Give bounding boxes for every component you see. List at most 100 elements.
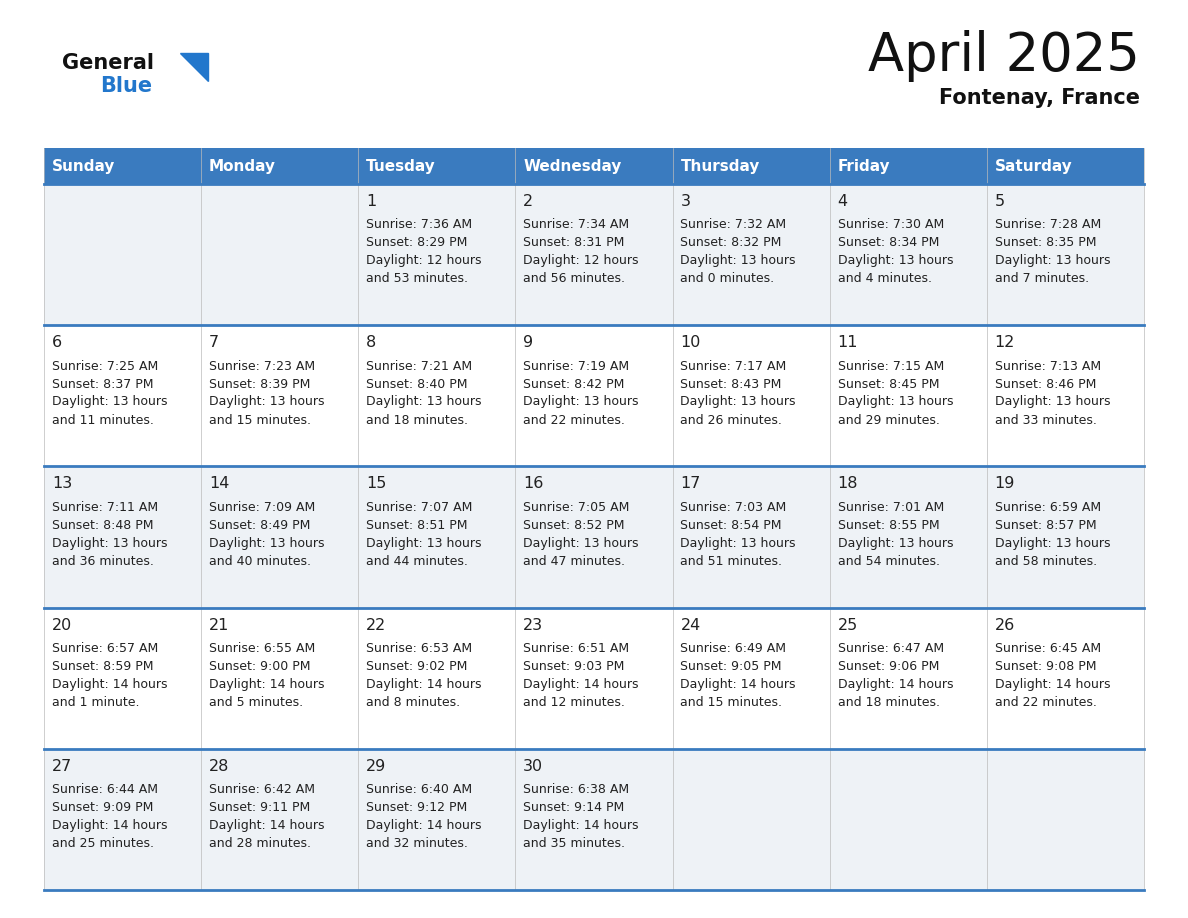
Text: and 8 minutes.: and 8 minutes. bbox=[366, 696, 460, 709]
Text: 2: 2 bbox=[523, 194, 533, 209]
Text: and 22 minutes.: and 22 minutes. bbox=[994, 696, 1097, 709]
Text: Daylight: 13 hours: Daylight: 13 hours bbox=[994, 396, 1111, 409]
Text: Daylight: 13 hours: Daylight: 13 hours bbox=[838, 396, 953, 409]
Text: and 36 minutes.: and 36 minutes. bbox=[52, 554, 153, 567]
Text: and 22 minutes.: and 22 minutes. bbox=[523, 413, 625, 427]
Text: Sunrise: 7:15 AM: Sunrise: 7:15 AM bbox=[838, 360, 943, 373]
Text: Daylight: 13 hours: Daylight: 13 hours bbox=[366, 396, 481, 409]
Text: Friday: Friday bbox=[838, 159, 890, 174]
Polygon shape bbox=[181, 53, 208, 81]
Bar bbox=[829, 184, 987, 325]
Text: Daylight: 13 hours: Daylight: 13 hours bbox=[994, 254, 1111, 267]
Text: Sunset: 8:54 PM: Sunset: 8:54 PM bbox=[681, 519, 782, 532]
Bar bbox=[359, 608, 516, 749]
Text: Sunrise: 7:01 AM: Sunrise: 7:01 AM bbox=[838, 500, 943, 514]
Text: 21: 21 bbox=[209, 618, 229, 633]
Text: Sunset: 8:57 PM: Sunset: 8:57 PM bbox=[994, 519, 1097, 532]
Text: Sunset: 8:46 PM: Sunset: 8:46 PM bbox=[994, 377, 1097, 390]
Text: Sunset: 8:49 PM: Sunset: 8:49 PM bbox=[209, 519, 310, 532]
Text: and 18 minutes.: and 18 minutes. bbox=[366, 413, 468, 427]
Bar bbox=[201, 325, 359, 466]
Bar bbox=[44, 749, 201, 890]
Bar bbox=[201, 608, 359, 749]
Bar bbox=[516, 749, 672, 890]
Text: Sunset: 8:35 PM: Sunset: 8:35 PM bbox=[994, 236, 1097, 250]
Bar bbox=[359, 749, 516, 890]
Text: 8: 8 bbox=[366, 335, 377, 350]
Bar bbox=[516, 325, 672, 466]
Text: Sunset: 9:12 PM: Sunset: 9:12 PM bbox=[366, 801, 467, 814]
Text: and 1 minute.: and 1 minute. bbox=[52, 696, 139, 709]
Text: April 2025: April 2025 bbox=[868, 30, 1140, 82]
Text: Sunrise: 7:03 AM: Sunrise: 7:03 AM bbox=[681, 500, 786, 514]
Bar bbox=[672, 749, 829, 890]
Text: Daylight: 13 hours: Daylight: 13 hours bbox=[366, 537, 481, 550]
Text: and 26 minutes.: and 26 minutes. bbox=[681, 413, 783, 427]
Text: Sunset: 8:34 PM: Sunset: 8:34 PM bbox=[838, 236, 939, 250]
Bar bbox=[672, 325, 829, 466]
Text: Sunrise: 6:55 AM: Sunrise: 6:55 AM bbox=[209, 642, 315, 655]
Text: Daylight: 14 hours: Daylight: 14 hours bbox=[523, 677, 639, 691]
Bar bbox=[201, 466, 359, 608]
Text: Sunset: 8:31 PM: Sunset: 8:31 PM bbox=[523, 236, 625, 250]
Bar bbox=[829, 148, 987, 184]
Bar bbox=[672, 148, 829, 184]
Text: and 32 minutes.: and 32 minutes. bbox=[366, 837, 468, 850]
Text: Blue: Blue bbox=[100, 76, 152, 96]
Text: and 29 minutes.: and 29 minutes. bbox=[838, 413, 940, 427]
Text: Daylight: 12 hours: Daylight: 12 hours bbox=[366, 254, 481, 267]
Text: Sunset: 8:42 PM: Sunset: 8:42 PM bbox=[523, 377, 625, 390]
Text: Daylight: 14 hours: Daylight: 14 hours bbox=[366, 677, 481, 691]
Text: Monday: Monday bbox=[209, 159, 276, 174]
Text: 18: 18 bbox=[838, 476, 858, 491]
Text: Sunrise: 6:45 AM: Sunrise: 6:45 AM bbox=[994, 642, 1101, 655]
Text: Sunrise: 6:57 AM: Sunrise: 6:57 AM bbox=[52, 642, 158, 655]
Text: 15: 15 bbox=[366, 476, 386, 491]
Text: 24: 24 bbox=[681, 618, 701, 633]
Text: Sunrise: 7:05 AM: Sunrise: 7:05 AM bbox=[523, 500, 630, 514]
Text: Daylight: 13 hours: Daylight: 13 hours bbox=[209, 537, 324, 550]
Bar bbox=[359, 466, 516, 608]
Text: Sunrise: 7:13 AM: Sunrise: 7:13 AM bbox=[994, 360, 1101, 373]
Text: 27: 27 bbox=[52, 759, 72, 774]
Text: 30: 30 bbox=[523, 759, 543, 774]
Bar bbox=[829, 608, 987, 749]
Text: 29: 29 bbox=[366, 759, 386, 774]
Text: and 5 minutes.: and 5 minutes. bbox=[209, 696, 303, 709]
Text: and 53 minutes.: and 53 minutes. bbox=[366, 273, 468, 285]
Text: Sunrise: 6:51 AM: Sunrise: 6:51 AM bbox=[523, 642, 630, 655]
Text: Daylight: 13 hours: Daylight: 13 hours bbox=[681, 537, 796, 550]
Text: Sunset: 9:09 PM: Sunset: 9:09 PM bbox=[52, 801, 153, 814]
Text: and 28 minutes.: and 28 minutes. bbox=[209, 837, 311, 850]
Text: Daylight: 14 hours: Daylight: 14 hours bbox=[52, 819, 168, 832]
Text: Daylight: 12 hours: Daylight: 12 hours bbox=[523, 254, 639, 267]
Text: Sunday: Sunday bbox=[52, 159, 115, 174]
Text: Sunset: 8:40 PM: Sunset: 8:40 PM bbox=[366, 377, 468, 390]
Text: Daylight: 13 hours: Daylight: 13 hours bbox=[681, 396, 796, 409]
Bar bbox=[44, 148, 201, 184]
Text: and 58 minutes.: and 58 minutes. bbox=[994, 554, 1097, 567]
Text: Sunrise: 7:28 AM: Sunrise: 7:28 AM bbox=[994, 218, 1101, 231]
Text: and 15 minutes.: and 15 minutes. bbox=[209, 413, 311, 427]
Text: Sunrise: 7:17 AM: Sunrise: 7:17 AM bbox=[681, 360, 786, 373]
Bar bbox=[44, 608, 201, 749]
Text: Daylight: 13 hours: Daylight: 13 hours bbox=[994, 537, 1111, 550]
Text: Sunrise: 7:32 AM: Sunrise: 7:32 AM bbox=[681, 218, 786, 231]
Text: Sunrise: 6:40 AM: Sunrise: 6:40 AM bbox=[366, 783, 473, 796]
Text: Sunset: 9:08 PM: Sunset: 9:08 PM bbox=[994, 660, 1097, 673]
Text: and 44 minutes.: and 44 minutes. bbox=[366, 554, 468, 567]
Bar bbox=[359, 184, 516, 325]
Bar bbox=[672, 466, 829, 608]
Bar bbox=[516, 466, 672, 608]
Text: Daylight: 14 hours: Daylight: 14 hours bbox=[838, 677, 953, 691]
Text: General: General bbox=[62, 53, 154, 73]
Text: Sunset: 8:43 PM: Sunset: 8:43 PM bbox=[681, 377, 782, 390]
Text: 25: 25 bbox=[838, 618, 858, 633]
Text: and 18 minutes.: and 18 minutes. bbox=[838, 696, 940, 709]
Text: Daylight: 14 hours: Daylight: 14 hours bbox=[681, 677, 796, 691]
Text: Sunrise: 6:42 AM: Sunrise: 6:42 AM bbox=[209, 783, 315, 796]
Bar bbox=[359, 148, 516, 184]
Bar bbox=[672, 608, 829, 749]
Bar bbox=[516, 148, 672, 184]
Text: 10: 10 bbox=[681, 335, 701, 350]
